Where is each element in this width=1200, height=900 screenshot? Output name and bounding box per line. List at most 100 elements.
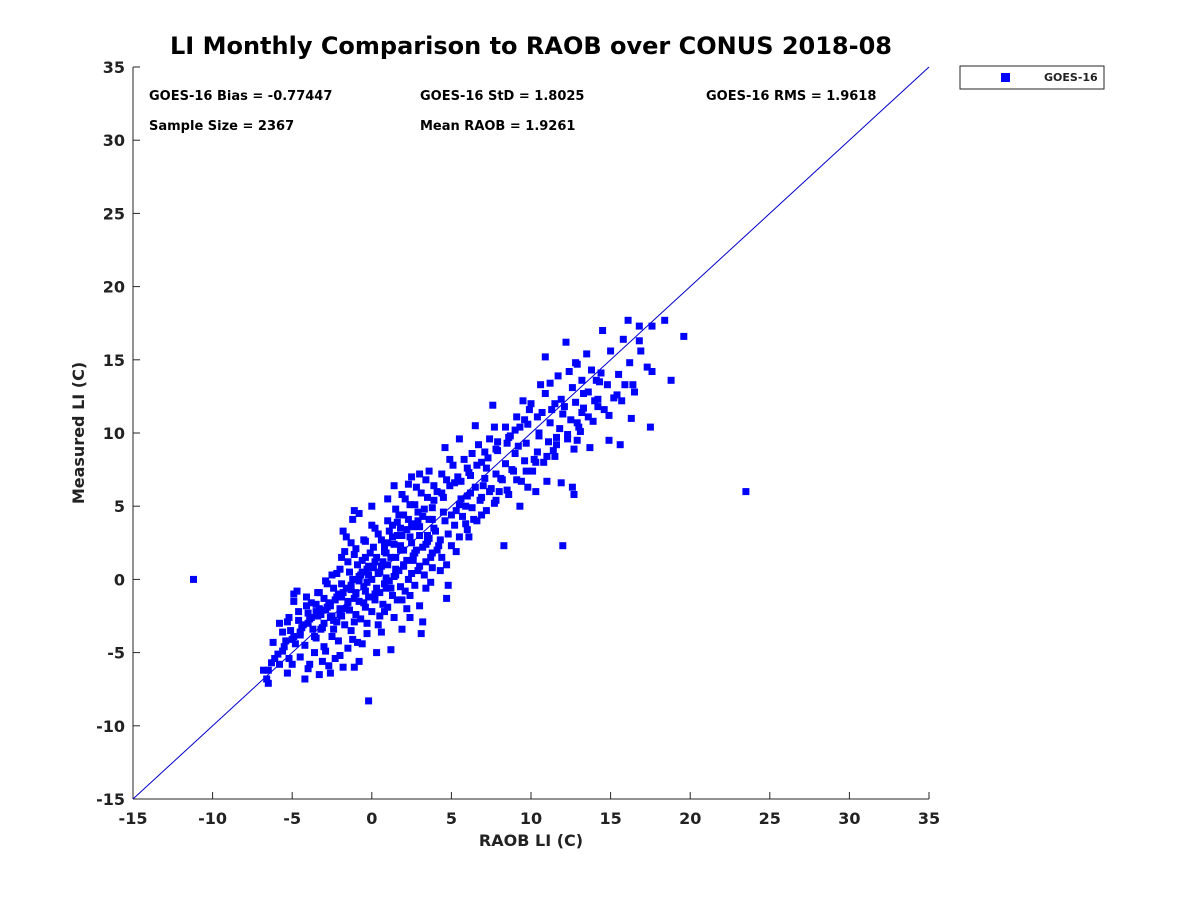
data-point	[433, 546, 441, 554]
data-point	[406, 614, 414, 621]
data-point	[635, 322, 643, 330]
data-point	[322, 606, 330, 614]
data-point	[344, 558, 352, 566]
data-point	[441, 444, 449, 452]
data-point	[624, 316, 632, 324]
stat-std: GOES-16 StD = 1.8025	[420, 89, 584, 104]
data-point	[361, 553, 369, 561]
data-point	[303, 602, 310, 610]
x-tick-label: 25	[759, 809, 781, 828]
data-point	[417, 489, 425, 497]
data-point	[557, 479, 565, 487]
data-point	[433, 488, 441, 496]
data-point	[427, 553, 435, 561]
data-point	[412, 483, 420, 491]
data-point	[398, 532, 406, 539]
data-point	[393, 518, 401, 526]
data-point	[667, 376, 675, 384]
stats-annotations: GOES-16 Bias = -0.77447 GOES-16 StD = 1.…	[149, 89, 876, 134]
data-point	[441, 517, 449, 525]
data-point	[312, 600, 320, 608]
data-point	[344, 644, 352, 652]
data-point	[529, 467, 537, 475]
data-point	[269, 638, 277, 646]
x-tick-label: 5	[446, 809, 457, 828]
data-point	[400, 546, 408, 554]
data-point	[447, 542, 455, 550]
data-point	[476, 496, 484, 504]
data-point	[533, 448, 541, 456]
data-point	[535, 429, 543, 437]
data-point	[360, 583, 368, 591]
data-point	[347, 586, 355, 594]
data-point	[449, 461, 457, 469]
x-tick-label: 35	[918, 809, 940, 828]
data-point	[387, 584, 395, 592]
data-point	[403, 605, 411, 613]
data-point	[295, 616, 303, 624]
data-point	[467, 472, 474, 479]
data-point	[481, 448, 489, 456]
data-point	[376, 568, 384, 576]
data-point	[425, 515, 433, 523]
data-point	[605, 411, 613, 419]
data-point	[382, 584, 390, 592]
data-point	[304, 619, 312, 627]
data-point	[459, 512, 466, 520]
data-point	[331, 655, 339, 662]
data-point	[346, 568, 353, 576]
data-point	[350, 594, 358, 602]
data-point	[629, 381, 637, 389]
data-point	[268, 659, 275, 667]
data-point	[562, 338, 570, 346]
data-point	[360, 599, 368, 607]
data-point	[416, 532, 424, 539]
data-point	[568, 384, 576, 392]
data-point	[355, 597, 363, 605]
data-point	[355, 510, 363, 517]
data-point	[342, 605, 350, 613]
data-point	[318, 624, 326, 632]
data-point	[330, 625, 338, 633]
data-point	[301, 675, 309, 683]
data-point	[393, 532, 401, 539]
data-point	[395, 511, 403, 519]
data-point	[392, 505, 400, 513]
data-point	[336, 611, 344, 618]
data-point	[541, 390, 549, 397]
legend: GOES-16	[959, 65, 1105, 90]
data-point	[510, 467, 517, 475]
data-point	[296, 628, 304, 636]
data-point	[347, 627, 355, 635]
data-point	[436, 567, 444, 575]
data-point	[425, 467, 433, 475]
legend-box	[959, 65, 1105, 90]
data-point	[317, 611, 325, 618]
stat-rms: GOES-16 RMS = 1.9618	[706, 89, 876, 104]
data-point	[336, 652, 344, 659]
data-point	[643, 363, 651, 371]
data-point	[411, 581, 419, 589]
data-point	[514, 442, 522, 450]
data-point	[548, 406, 556, 414]
data-point	[382, 574, 390, 582]
data-point	[276, 619, 283, 627]
data-point	[338, 580, 346, 588]
data-point	[543, 477, 551, 485]
data-point	[326, 602, 334, 610]
data-point	[365, 571, 373, 579]
data-point	[533, 413, 541, 421]
data-point	[537, 381, 545, 389]
data-point	[557, 395, 565, 403]
data-point	[455, 501, 463, 509]
data-point	[635, 337, 643, 345]
data-point	[381, 580, 388, 588]
y-tick-label: -10	[96, 717, 125, 736]
data-point	[350, 663, 358, 671]
data-point	[522, 439, 530, 447]
data-point	[443, 561, 451, 569]
y-tick-label: 10	[103, 424, 125, 443]
data-point	[478, 458, 486, 466]
data-point	[573, 360, 581, 368]
data-point	[320, 619, 328, 627]
